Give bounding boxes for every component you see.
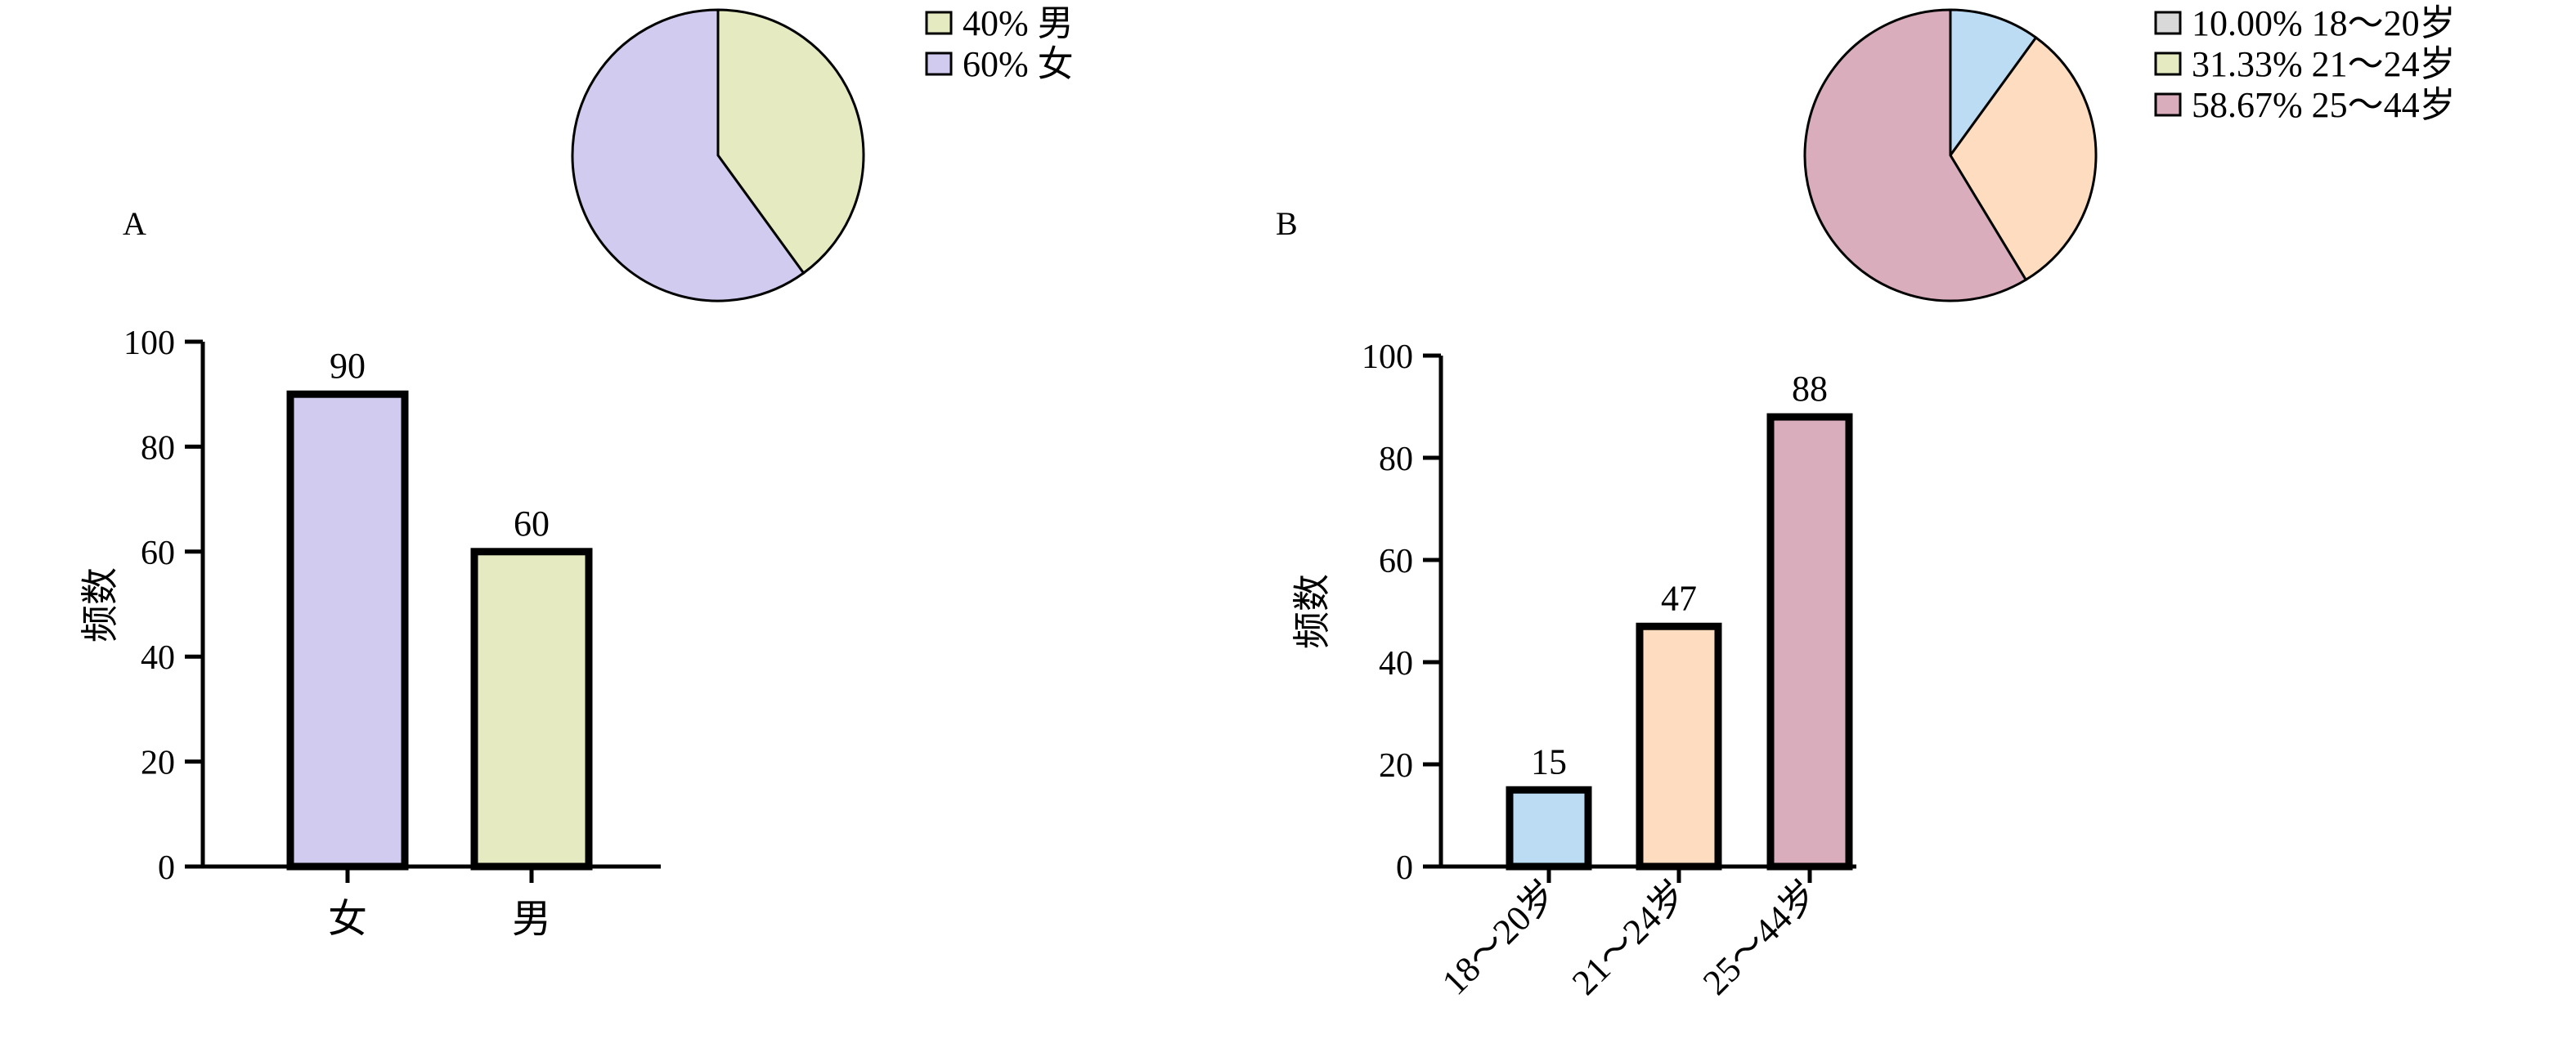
bar-value-label: 47 bbox=[1661, 578, 1697, 618]
y-tick-label: 60 bbox=[141, 535, 175, 572]
bar-value-label: 88 bbox=[1792, 369, 1828, 409]
legend-label: 60% 女 bbox=[963, 44, 1074, 84]
bar bbox=[470, 548, 593, 871]
y-tick-label: 100 bbox=[123, 325, 175, 362]
pie-slice bbox=[1803, 8, 2028, 302]
legend-swatch bbox=[2154, 52, 2182, 76]
legend-swatch bbox=[925, 52, 953, 76]
legend-swatch bbox=[925, 11, 953, 35]
legend-swatch bbox=[2154, 92, 2182, 117]
y-tick-label: 80 bbox=[141, 429, 175, 467]
x-tick-label: 21～24岁 bbox=[1564, 872, 1694, 1002]
pie-slice bbox=[1949, 35, 2098, 282]
pie-slice bbox=[716, 8, 865, 275]
x-tick-label: 25～44岁 bbox=[1695, 872, 1825, 1002]
panel-b: B 0 20 40 60 80 100 频数 15 18～20岁 47 21～24岁 88 25～44岁 1… bbox=[1276, 3, 2456, 1003]
legend-swatch bbox=[2154, 11, 2182, 35]
legend-label: 40% 男 bbox=[963, 3, 1074, 43]
bar bbox=[286, 390, 409, 871]
y-axis-label: 频数 bbox=[1291, 574, 1333, 649]
y-tick-label: 40 bbox=[1379, 645, 1413, 683]
bar bbox=[1766, 413, 1853, 871]
pie-slice bbox=[571, 8, 806, 302]
x-tick-label: 18～20岁 bbox=[1434, 872, 1564, 1002]
y-tick-label: 100 bbox=[1362, 338, 1413, 376]
y-tick-label: 20 bbox=[1379, 747, 1413, 785]
y-tick-label: 20 bbox=[141, 745, 175, 782]
bar bbox=[1636, 622, 1722, 871]
bar bbox=[1506, 786, 1592, 871]
panel-label: B bbox=[1276, 205, 1298, 242]
legend-label: 58.67% 25～44岁 bbox=[2192, 85, 2456, 125]
x-tick-label: 女 bbox=[328, 898, 367, 941]
y-tick-label: 60 bbox=[1379, 543, 1413, 580]
bar-value-label: 60 bbox=[514, 504, 550, 544]
panel-label: A bbox=[123, 205, 146, 242]
y-tick-label: 0 bbox=[1396, 849, 1413, 887]
y-tick-label: 0 bbox=[158, 849, 175, 887]
legend-label: 31.33% 21～24岁 bbox=[2192, 44, 2456, 84]
pie-slice bbox=[1949, 8, 2038, 159]
bar-value-label: 15 bbox=[1531, 741, 1567, 782]
y-axis-label: 频数 bbox=[79, 567, 121, 643]
y-tick-label: 80 bbox=[1379, 441, 1413, 478]
y-tick-label: 40 bbox=[141, 639, 175, 677]
legend-label: 10.00% 18～20岁 bbox=[2192, 3, 2456, 43]
panel-a: A 0 20 40 60 80 100 频数 90 女 60 男 40% 男60% 女 bbox=[79, 3, 1074, 941]
x-tick-label: 男 bbox=[512, 898, 551, 941]
bar-value-label: 90 bbox=[330, 346, 366, 386]
